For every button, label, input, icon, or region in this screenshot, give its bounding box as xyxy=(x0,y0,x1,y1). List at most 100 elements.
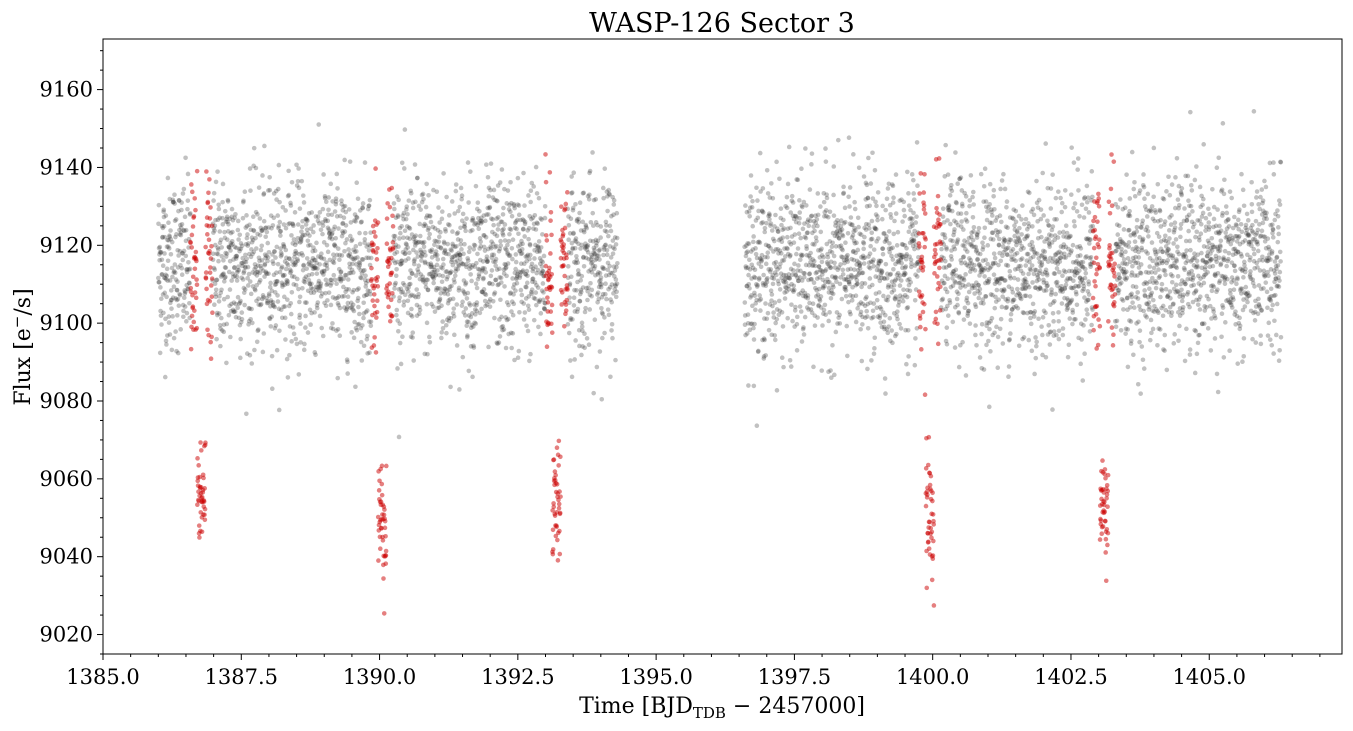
background-point xyxy=(903,264,909,269)
background-point xyxy=(292,242,298,248)
background-point xyxy=(286,221,291,227)
background-point xyxy=(913,272,918,278)
background-point xyxy=(816,302,822,308)
background-point xyxy=(978,269,983,274)
background-point xyxy=(1083,236,1089,241)
background-point xyxy=(1137,328,1143,333)
background-point xyxy=(967,321,973,326)
background-point xyxy=(291,282,297,287)
background-point xyxy=(245,232,250,237)
background-point xyxy=(266,291,272,297)
background-point xyxy=(490,229,495,235)
background-point xyxy=(455,208,461,214)
background-point xyxy=(949,257,954,262)
background-point xyxy=(751,337,757,342)
background-point xyxy=(1070,310,1076,315)
background-point xyxy=(423,284,429,290)
background-point xyxy=(472,222,477,227)
background-point xyxy=(1038,207,1044,212)
background-point xyxy=(815,292,821,298)
background-point xyxy=(788,241,794,247)
background-point xyxy=(250,270,256,275)
background-point xyxy=(540,268,545,274)
background-point xyxy=(409,292,414,298)
background-point xyxy=(439,209,445,214)
background-point xyxy=(410,205,416,211)
transit-point xyxy=(192,196,198,201)
background-point xyxy=(1086,297,1091,303)
background-point xyxy=(1014,250,1020,256)
background-point xyxy=(527,256,532,262)
transit-point xyxy=(379,481,385,487)
background-point xyxy=(225,229,231,234)
background-point xyxy=(357,208,363,213)
background-point xyxy=(751,325,756,331)
background-point xyxy=(882,239,888,244)
background-point xyxy=(414,241,419,246)
background-point xyxy=(756,208,761,214)
background-point xyxy=(760,220,765,225)
background-point xyxy=(1013,258,1018,264)
background-point xyxy=(222,229,227,235)
background-point xyxy=(261,192,266,197)
background-point xyxy=(793,272,798,277)
background-point xyxy=(854,258,860,264)
transit-point xyxy=(545,295,550,300)
background-point xyxy=(1056,318,1061,324)
background-point xyxy=(310,266,316,272)
background-point xyxy=(817,255,823,260)
background-point xyxy=(846,299,851,305)
background-point xyxy=(949,188,955,194)
background-point xyxy=(1265,333,1271,338)
background-point xyxy=(175,313,180,318)
background-point xyxy=(1126,244,1131,249)
background-point xyxy=(808,307,814,312)
background-point xyxy=(966,235,972,241)
background-point xyxy=(1070,321,1075,327)
background-point xyxy=(1086,292,1092,297)
background-point xyxy=(439,303,444,309)
background-point xyxy=(482,291,488,297)
background-point xyxy=(1122,241,1127,247)
background-point xyxy=(1077,243,1083,249)
background-point xyxy=(973,332,978,338)
background-point xyxy=(307,233,312,238)
background-point xyxy=(319,325,325,331)
background-point xyxy=(492,231,498,237)
background-point xyxy=(1009,249,1014,254)
background-point xyxy=(301,200,307,205)
background-point xyxy=(1250,336,1255,342)
background-point xyxy=(1089,169,1095,174)
background-point xyxy=(350,289,355,295)
background-point xyxy=(302,300,308,305)
background-point xyxy=(772,270,778,275)
background-point xyxy=(253,165,259,171)
background-point xyxy=(1013,238,1018,244)
background-point xyxy=(1253,340,1259,345)
background-point xyxy=(800,226,806,232)
background-point xyxy=(758,189,763,194)
background-point xyxy=(331,256,337,261)
background-point xyxy=(1058,288,1063,294)
background-point xyxy=(395,213,401,218)
background-point xyxy=(1134,224,1140,230)
background-point xyxy=(236,315,242,321)
background-point xyxy=(899,260,904,266)
background-point xyxy=(893,172,899,177)
background-point xyxy=(435,305,440,311)
background-point xyxy=(742,300,748,305)
background-point xyxy=(994,279,999,285)
background-point xyxy=(278,253,284,259)
background-point xyxy=(441,289,447,294)
background-point xyxy=(804,230,810,236)
background-point xyxy=(230,241,235,247)
background-point xyxy=(264,229,270,235)
background-point xyxy=(279,307,284,313)
background-point xyxy=(829,274,835,279)
background-point xyxy=(1250,222,1255,228)
background-point xyxy=(484,212,489,217)
background-point xyxy=(257,270,262,276)
background-point xyxy=(250,214,256,220)
background-point xyxy=(349,237,355,242)
background-point xyxy=(178,232,184,238)
